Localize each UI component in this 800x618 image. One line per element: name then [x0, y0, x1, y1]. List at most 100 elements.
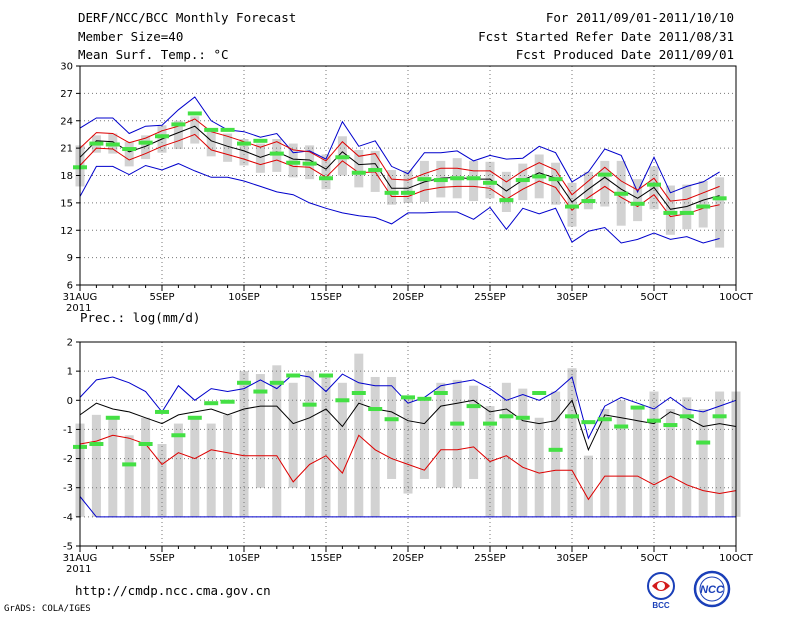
observed-marker: [302, 402, 317, 407]
x-tick-label: 31AUG: [63, 553, 98, 564]
observed-marker: [286, 373, 301, 378]
observed-marker: [155, 409, 169, 414]
ensemble-box: [485, 161, 495, 199]
ensemble-box: [337, 382, 347, 517]
observed-marker: [499, 198, 514, 203]
observed-marker: [237, 141, 251, 146]
ensemble-box: [419, 400, 429, 479]
observed-marker: [679, 210, 694, 215]
x-tick-label: 25SEP: [474, 292, 505, 303]
source-url[interactable]: http://cmdp.ncc.cma.gov.cn: [75, 583, 271, 598]
x-tick-label: 20SEP: [392, 553, 423, 564]
observed-marker: [335, 155, 350, 160]
observed-marker: [417, 396, 432, 401]
ensemble-box: [436, 382, 446, 488]
observed-marker: [237, 380, 251, 385]
x-tick-label: 10SEP: [228, 553, 259, 564]
observed-marker: [105, 142, 120, 147]
x-tick-label: 20SEP: [392, 292, 423, 303]
ensemble-box: [141, 135, 151, 160]
ensemble-box: [600, 160, 610, 207]
ensemble-box: [141, 417, 151, 517]
y-tick-label: 21: [60, 144, 73, 155]
ensemble-box: [305, 371, 315, 517]
observed-marker: [187, 415, 202, 420]
observed-marker: [401, 395, 415, 400]
y-tick-label: 12: [60, 226, 73, 237]
y-tick-label: 18: [60, 171, 73, 182]
ensemble-box: [124, 141, 134, 167]
series-spread-upper-line: [79, 118, 720, 202]
observed-marker: [712, 196, 727, 201]
y-tick-label: 0: [67, 396, 73, 407]
observed-marker: [597, 417, 612, 422]
variable-label: Mean Surf. Temp.: °C: [78, 47, 229, 62]
bcc-logo: BCC: [647, 572, 675, 610]
observed-marker: [417, 177, 432, 182]
observed-marker: [319, 176, 333, 181]
observed-marker: [220, 127, 235, 132]
chart-title: DERF/NCC/BCC Monthly Forecast: [78, 10, 297, 25]
ensemble-box: [91, 414, 101, 517]
observed-marker: [614, 424, 629, 429]
observed-marker: [565, 414, 579, 419]
series-spread-lower-line: [79, 434, 737, 501]
y-tick-label: 30: [60, 62, 73, 73]
series-min-line: [79, 496, 736, 518]
observed-marker: [647, 418, 661, 423]
ensemble-box: [534, 417, 544, 517]
x-tick-label: 5SEP: [149, 292, 174, 303]
ensemble-box: [239, 139, 249, 166]
ensemble-box: [206, 423, 216, 517]
observed-marker: [122, 147, 137, 152]
ensemble-box: [288, 143, 298, 178]
x-tick-label: 10OCT: [719, 553, 754, 564]
x-tick-label: 30SEP: [556, 292, 587, 303]
ncc-logo-text: NCC: [700, 584, 725, 596]
observed-marker: [597, 172, 612, 177]
observed-marker: [155, 134, 169, 139]
observed-marker: [532, 391, 547, 395]
series-min-line: [79, 163, 720, 244]
observed-marker: [204, 127, 219, 132]
y-tick-label: 24: [60, 116, 73, 127]
ensemble-box: [403, 397, 413, 494]
ensemble-box: [551, 391, 561, 517]
observed-marker: [450, 421, 465, 426]
observed-marker: [89, 141, 104, 146]
ensemble-box: [255, 374, 265, 488]
x-tick-label: 5SEP: [149, 553, 174, 564]
member-size: Member Size=40: [78, 29, 184, 44]
ensemble-box: [518, 388, 528, 517]
observed-marker: [696, 440, 711, 445]
ensemble-box: [583, 455, 593, 517]
observed-marker: [679, 414, 694, 419]
ensemble-box: [633, 406, 643, 517]
observed-marker: [483, 421, 497, 426]
observed-marker: [581, 199, 596, 204]
observed-marker: [433, 178, 448, 183]
observed-marker: [384, 190, 399, 195]
observed-marker: [532, 174, 547, 179]
observed-marker: [253, 138, 268, 143]
observed-marker: [401, 190, 415, 195]
ensemble-box: [190, 116, 200, 144]
series-max-line: [79, 96, 720, 194]
ensemble-box: [223, 414, 233, 517]
y-tick-label: 1: [67, 367, 73, 378]
ensemble-box: [583, 171, 593, 210]
observed-marker: [483, 180, 497, 185]
x-year-label: 2011: [66, 564, 91, 575]
y-tick-label: 27: [60, 89, 73, 100]
observed-marker: [515, 178, 530, 183]
observed-marker: [515, 415, 530, 420]
ensemble-box: [206, 128, 216, 157]
observed-marker: [450, 176, 465, 181]
y-tick-label: -1: [63, 425, 73, 436]
x-year-label: 2011: [66, 303, 91, 314]
observed-marker: [171, 433, 186, 438]
observed-marker: [548, 447, 563, 452]
y-tick-label: -2: [63, 454, 73, 465]
x-tick-label: 5OCT: [640, 553, 668, 564]
